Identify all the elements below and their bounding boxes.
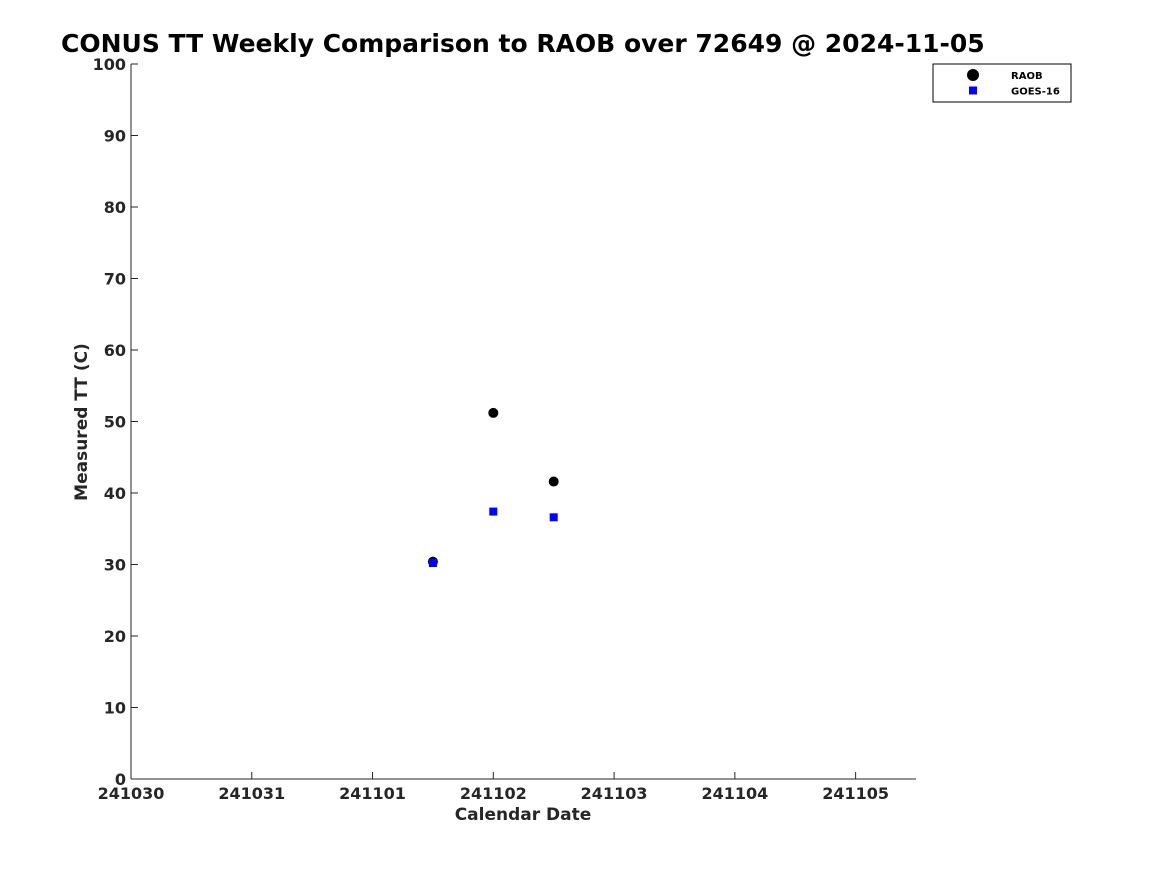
y-tick-label: 100 bbox=[93, 55, 126, 74]
x-tick-label: 241103 bbox=[581, 784, 648, 803]
y-tick-label: 90 bbox=[104, 127, 126, 146]
y-tick-label: 60 bbox=[104, 341, 126, 360]
legend: RAOB GOES-16 bbox=[932, 63, 1072, 103]
y-tick-label: 70 bbox=[104, 270, 126, 289]
x-tick-label: 241030 bbox=[98, 784, 165, 803]
plot-area bbox=[130, 64, 916, 780]
raob-point bbox=[548, 476, 559, 487]
x-tick-label: 241102 bbox=[460, 784, 527, 803]
data-markers bbox=[427, 407, 559, 568]
x-tick-label: 241101 bbox=[339, 784, 406, 803]
raob-point bbox=[488, 407, 499, 418]
legend-label-raob: RAOB bbox=[1011, 71, 1043, 82]
y-ticks: 0 10 20 30 40 50 60 70 80 90 100 bbox=[93, 55, 138, 789]
y-tick-label: 10 bbox=[104, 699, 126, 718]
y-tick-label: 0 bbox=[115, 770, 126, 789]
x-tick-label: 241104 bbox=[701, 784, 768, 803]
y-tick-label: 40 bbox=[104, 484, 126, 503]
goes-16-point bbox=[489, 507, 498, 516]
x-ticks: 241030 241031 241101 241102 241103 241104 2411… bbox=[98, 772, 889, 803]
goes-16-point bbox=[549, 513, 558, 522]
y-axis-label: Measured TT (C) bbox=[72, 343, 92, 501]
x-tick-label: 241105 bbox=[822, 784, 889, 803]
goes-16-point bbox=[428, 559, 437, 568]
x-axis-label: Calendar Date bbox=[455, 805, 592, 825]
legend-box bbox=[932, 63, 1072, 103]
legend-label-goes-16: GOES-16 bbox=[1011, 87, 1060, 98]
legend-marker-goes-16 bbox=[969, 86, 977, 95]
y-tick-label: 20 bbox=[104, 627, 126, 646]
x-tick-label: 241031 bbox=[218, 784, 285, 803]
y-tick-label: 50 bbox=[104, 413, 126, 432]
y-tick-label: 30 bbox=[104, 556, 126, 575]
chart-title: CONUS TT Weekly Comparison to RAOB over … bbox=[61, 29, 985, 58]
legend-marker-raob bbox=[967, 69, 979, 81]
y-tick-label: 80 bbox=[104, 198, 126, 217]
